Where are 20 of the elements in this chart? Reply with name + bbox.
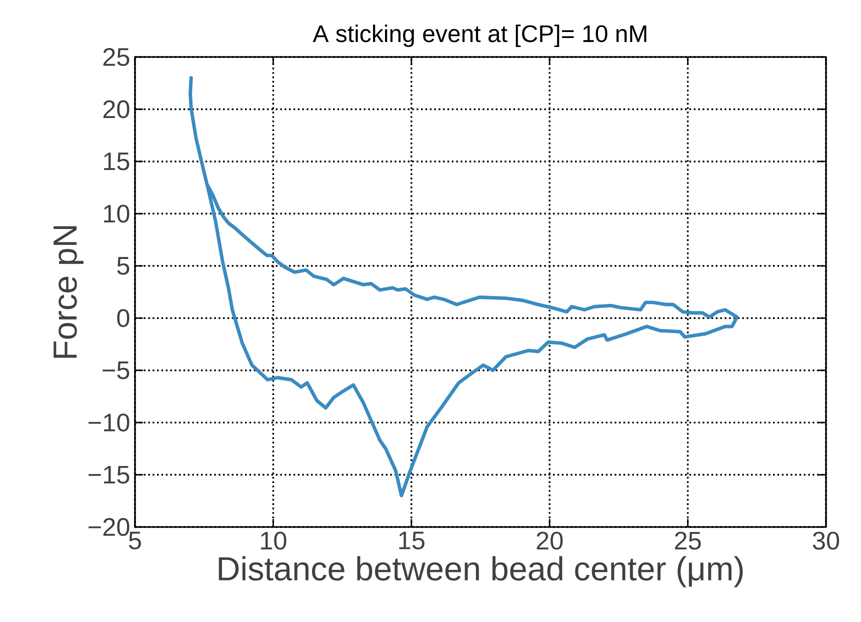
y-tick-label: −20 bbox=[88, 518, 130, 536]
y-axis-title: Force pN bbox=[54, 226, 84, 358]
x-tick-label: 10 bbox=[261, 532, 286, 550]
y-tick-label: 5 bbox=[117, 257, 130, 275]
y-tick-label: 10 bbox=[104, 204, 130, 223]
chart-title: A sticking event at [CP]= 10 nM bbox=[312, 24, 646, 47]
y-tick-label: −10 bbox=[88, 414, 130, 432]
x-tick-label: 25 bbox=[674, 532, 701, 550]
x-axis-title: Distance between bead center (μm) bbox=[218, 556, 743, 588]
y-tick-label: 25 bbox=[103, 48, 130, 66]
y-tick-label: 20 bbox=[103, 100, 130, 118]
line-series bbox=[188, 76, 739, 498]
y-tick-label: 0 bbox=[117, 309, 130, 328]
y-tick-label: 15 bbox=[104, 152, 130, 170]
x-tick-label: 20 bbox=[536, 532, 563, 550]
x-tick-label: 15 bbox=[399, 532, 424, 550]
y-tick-label: −5 bbox=[102, 362, 130, 380]
y-tick-label: −15 bbox=[88, 466, 130, 484]
x-tick-label: 30 bbox=[812, 532, 840, 550]
x-tick-label: 5 bbox=[128, 532, 141, 550]
